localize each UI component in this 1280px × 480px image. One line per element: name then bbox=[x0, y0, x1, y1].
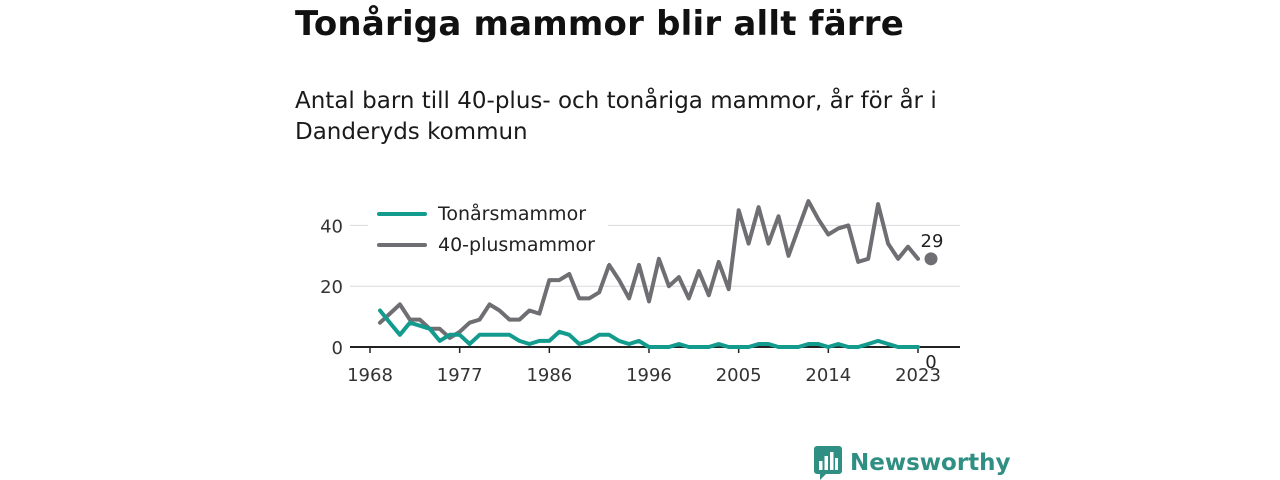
legend-box bbox=[368, 200, 608, 264]
y-axis: 0 20 40 bbox=[320, 216, 343, 359]
x-tick-label: 1977 bbox=[437, 365, 483, 386]
end-labels: 29 0 bbox=[921, 231, 944, 373]
end-value-label-40-plus: 29 bbox=[921, 231, 944, 252]
end-value-label-teen: 0 bbox=[925, 352, 936, 373]
y-tick-label: 40 bbox=[320, 216, 343, 237]
series-line-0 bbox=[378, 308, 920, 349]
x-tick-label: 1968 bbox=[347, 365, 393, 386]
legend-label-1: 40-plusmammor bbox=[438, 234, 595, 256]
x-tick-label: 1996 bbox=[626, 365, 672, 386]
x-tick-label: 2005 bbox=[716, 365, 762, 386]
chart-title: Tonåriga mammor blir allt färre bbox=[295, 4, 905, 44]
series-line-1 bbox=[378, 199, 920, 340]
end-point-marker bbox=[924, 252, 938, 266]
bar-chart-bubble-icon bbox=[814, 446, 842, 480]
x-axis: 1968 1977 1986 1996 2005 2014 2023 bbox=[347, 346, 960, 386]
x-tick-label: 2014 bbox=[805, 365, 851, 386]
legend: Tonårsmammor 40-plusmammor bbox=[368, 200, 608, 264]
brand-name: Newsworthy bbox=[850, 450, 1011, 476]
series-lines bbox=[378, 199, 920, 349]
y-tick-label: 20 bbox=[320, 277, 343, 298]
chart-subtitle: Antal barn till 40-plus- och tonåriga ma… bbox=[295, 88, 937, 145]
legend-label-0: Tonårsmammor bbox=[437, 202, 586, 225]
newsworthy-logo: Newsworthy bbox=[814, 446, 1011, 480]
y-tick-label: 0 bbox=[332, 338, 343, 359]
x-tick-label: 1986 bbox=[526, 365, 572, 386]
x-tick-label: 2023 bbox=[895, 365, 941, 386]
